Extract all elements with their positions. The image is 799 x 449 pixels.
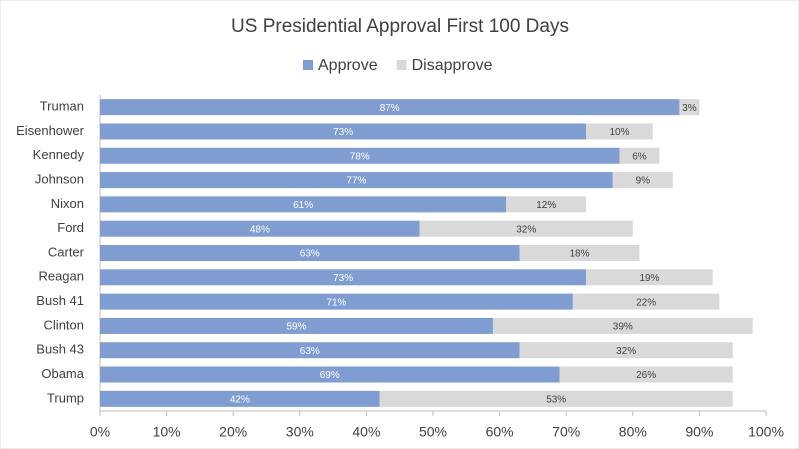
- y-tick-label: Kennedy: [33, 147, 85, 162]
- x-tick-label: 10%: [153, 424, 181, 440]
- x-tick-label: 80%: [619, 424, 647, 440]
- bar-segment: [586, 123, 653, 140]
- y-tick-label: Clinton: [44, 317, 84, 332]
- data-label: 32%: [616, 346, 636, 357]
- y-tick-label: Carter: [48, 244, 85, 259]
- data-label: 71%: [326, 297, 346, 308]
- data-label: 63%: [300, 346, 320, 357]
- y-tick-label: Obama: [41, 366, 84, 381]
- y-tick-label: Ford: [57, 220, 84, 235]
- data-label: 63%: [300, 249, 320, 260]
- data-label: 61%: [293, 200, 313, 211]
- x-tick-label: 90%: [685, 424, 713, 440]
- y-tick-label: Bush 43: [36, 342, 84, 357]
- bar-segment: [506, 196, 587, 213]
- bar-segment: [100, 293, 573, 310]
- bar-segment: [100, 342, 520, 359]
- bar-segment: [612, 172, 673, 189]
- data-label: 77%: [346, 176, 366, 187]
- x-tick-label: 0%: [90, 424, 110, 440]
- bar-segment: [100, 123, 587, 140]
- data-label: 42%: [230, 394, 250, 405]
- data-label: 32%: [516, 224, 536, 235]
- data-label: 18%: [570, 249, 590, 260]
- legend-label: Approve: [318, 57, 378, 74]
- data-label: 22%: [636, 297, 656, 308]
- data-label: 53%: [546, 394, 566, 405]
- y-tick-label: Eisenhower: [16, 123, 85, 138]
- bar-segment: [619, 147, 660, 164]
- x-tick-label: 20%: [219, 424, 247, 440]
- bar-segment: [559, 366, 733, 383]
- data-label: 3%: [682, 103, 697, 114]
- y-tick-label: Trump: [47, 390, 84, 405]
- legend-swatch: [396, 60, 407, 70]
- bar-segment: [519, 342, 733, 359]
- y-tick-label: Nixon: [51, 196, 84, 211]
- y-tick-label: Reagan: [38, 269, 84, 284]
- data-label: 78%: [350, 151, 370, 162]
- data-label: 6%: [632, 151, 647, 162]
- data-label: 87%: [380, 103, 400, 114]
- x-tick-label: 100%: [748, 424, 784, 440]
- chart-title: US Presidential Approval First 100 Days: [231, 16, 569, 37]
- bar-segment: [100, 245, 520, 261]
- data-label: 59%: [286, 322, 306, 333]
- bar-segment: [100, 196, 507, 213]
- data-label: 48%: [250, 224, 270, 235]
- data-label: 19%: [639, 273, 659, 284]
- bar-segment: [679, 99, 700, 116]
- bar-segment: [100, 172, 613, 189]
- bar-segment: [100, 220, 420, 237]
- bar-segment: [100, 317, 493, 334]
- data-label: 10%: [609, 127, 629, 138]
- data-label: 73%: [333, 127, 353, 138]
- bar-segment: [100, 147, 620, 164]
- data-label: 73%: [333, 273, 353, 284]
- x-tick-label: 50%: [419, 424, 447, 440]
- bar-segment: [419, 220, 633, 237]
- bar-segment: [100, 366, 560, 383]
- bar-segment: [572, 293, 720, 310]
- bar-segment: [519, 245, 640, 261]
- legend-swatch: [303, 60, 313, 70]
- data-label: 39%: [613, 322, 633, 333]
- bar-segment: [100, 99, 680, 116]
- legend-label: Disapprove: [412, 57, 493, 74]
- x-tick-label: 60%: [486, 424, 514, 440]
- y-tick-label: Truman: [40, 99, 84, 114]
- data-label: 69%: [320, 370, 340, 381]
- bar-segment: [492, 317, 753, 334]
- x-tick-label: 70%: [552, 424, 580, 440]
- data-label: 9%: [636, 176, 651, 187]
- data-label: 26%: [636, 370, 656, 381]
- x-tick-label: 30%: [286, 424, 314, 440]
- x-tick-label: 40%: [352, 424, 380, 440]
- bar-segment: [100, 390, 380, 407]
- y-tick-label: Bush 41: [36, 293, 84, 308]
- bar-segment: [379, 390, 733, 407]
- bar-segment: [586, 269, 713, 286]
- y-tick-label: Johnson: [35, 172, 84, 187]
- bar-segment: [100, 269, 587, 286]
- data-label: 12%: [536, 200, 556, 211]
